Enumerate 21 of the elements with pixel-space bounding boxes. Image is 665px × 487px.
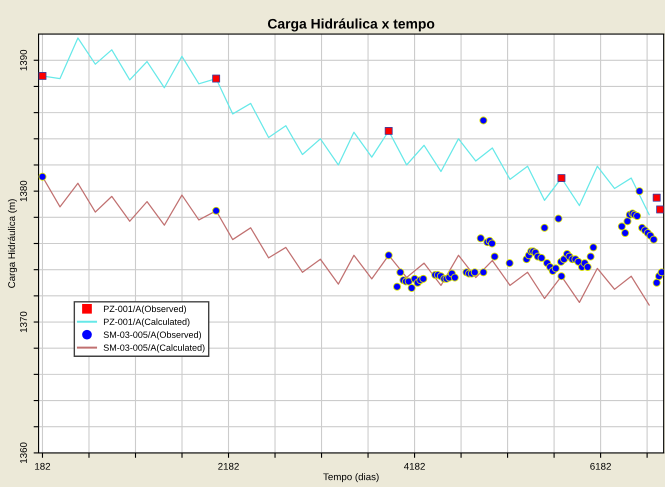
y-tick-label: 1370 bbox=[20, 312, 27, 332]
x-tick-label: 4182 bbox=[404, 462, 425, 470]
point bbox=[384, 126, 393, 135]
x-tick-label: 2182 bbox=[218, 462, 239, 470]
x-axis-title: Tempo (dias) bbox=[323, 473, 379, 482]
y-tick-label: 1360 bbox=[20, 442, 27, 463]
point bbox=[212, 74, 220, 83]
legend-label: SM-03-005/A(Observed) bbox=[104, 331, 202, 340]
point bbox=[656, 206, 664, 214]
legend-label: PZ-001/A(Calculated) bbox=[104, 318, 190, 327]
point bbox=[38, 72, 46, 80]
y-axis-title: Carga Hidráulica (m) bbox=[8, 199, 18, 288]
point bbox=[652, 194, 661, 202]
chart-title: Carga Hidráulica x tempo bbox=[268, 18, 434, 32]
legend-label: SM-03-005/A(Calculated) bbox=[104, 344, 205, 353]
x-tick-label: 182 bbox=[35, 462, 50, 470]
y-tick-label: 1380 bbox=[20, 180, 27, 202]
point bbox=[557, 174, 566, 182]
legend-label: PZ-001/A(Observed) bbox=[104, 305, 186, 314]
y-tick-label: 1390 bbox=[20, 50, 27, 70]
x-tick-label: 6182 bbox=[590, 462, 611, 470]
